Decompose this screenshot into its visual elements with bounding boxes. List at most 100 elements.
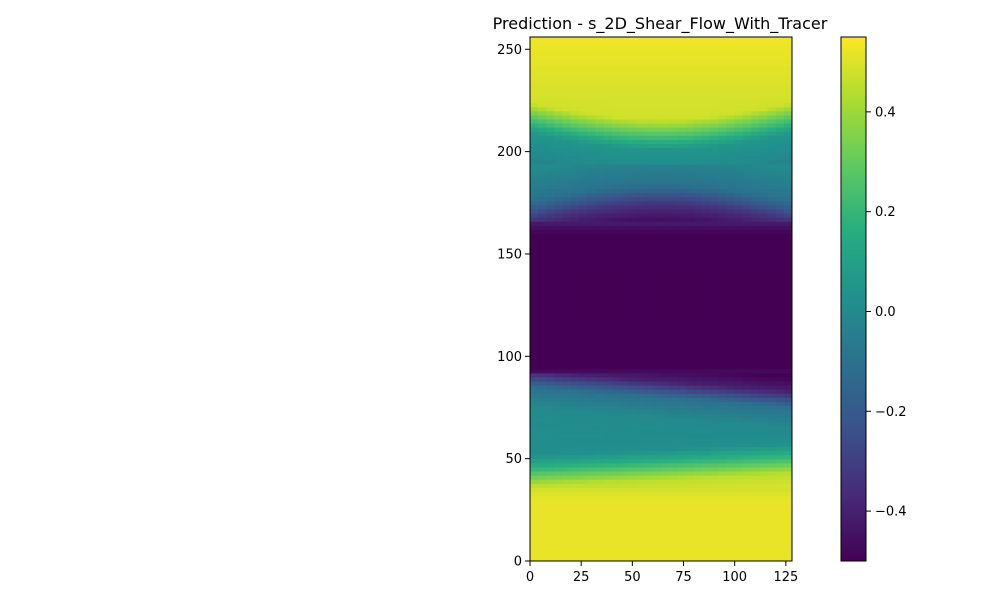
heatmap-cell <box>718 102 728 108</box>
heatmap-cell <box>562 176 572 181</box>
heatmap-cell <box>652 532 662 538</box>
heatmap-cell <box>718 487 728 493</box>
heatmap-cell <box>562 53 572 59</box>
heatmap-cell <box>628 237 638 243</box>
heatmap-cell <box>783 188 792 194</box>
heatmap-cell <box>628 286 638 292</box>
heatmap-cell <box>718 57 728 63</box>
heatmap-cell <box>685 122 695 128</box>
heatmap-cell <box>636 409 646 415</box>
heatmap-cell <box>644 225 654 231</box>
heatmap-cell <box>742 237 752 243</box>
heatmap-cell <box>546 82 556 87</box>
heatmap-cell <box>652 344 662 349</box>
heatmap-cell <box>661 352 670 357</box>
heatmap-cell <box>767 274 777 280</box>
heatmap-cell <box>546 106 556 112</box>
heatmap-cell <box>611 303 621 308</box>
heatmap-cell <box>783 237 792 243</box>
heatmap-cell <box>775 331 785 337</box>
heatmap-cell <box>530 270 539 276</box>
heatmap-cell <box>546 135 556 140</box>
heatmap-cell <box>546 331 556 337</box>
heatmap-cell <box>530 180 539 185</box>
heatmap-cell <box>538 495 547 501</box>
heatmap-cell <box>587 151 597 157</box>
heatmap-cell <box>636 106 646 112</box>
heatmap-cell <box>538 364 547 370</box>
heatmap-cell <box>677 57 687 63</box>
heatmap-cell <box>554 73 564 79</box>
heatmap-cell <box>734 315 744 321</box>
heatmap-cell <box>783 327 792 333</box>
heatmap-cell <box>579 127 588 132</box>
heatmap-cell <box>644 69 654 75</box>
heatmap-cell <box>669 356 678 362</box>
heatmap-cell <box>562 348 572 353</box>
heatmap-cell <box>710 466 719 472</box>
heatmap-cell <box>718 180 728 185</box>
heatmap-cell <box>628 335 638 341</box>
heatmap-cell <box>767 364 777 370</box>
heatmap-cell <box>652 327 662 333</box>
heatmap-cell <box>595 323 605 329</box>
heatmap-cell <box>734 131 744 136</box>
heatmap-cell <box>562 417 572 423</box>
heatmap-cell <box>570 348 580 353</box>
heatmap-cell <box>718 270 728 276</box>
heatmap-cell <box>669 515 678 521</box>
heatmap-cell <box>620 217 629 222</box>
heatmap-cell <box>611 503 621 509</box>
heatmap-cell <box>652 77 662 83</box>
heatmap-cell <box>570 421 580 427</box>
heatmap-cell <box>611 524 621 529</box>
heatmap-cell <box>595 303 605 308</box>
heatmap-cell <box>767 200 777 206</box>
heatmap-cell <box>726 53 736 59</box>
heatmap-cell <box>693 86 703 91</box>
heatmap-cell <box>718 61 728 67</box>
heatmap-cell <box>734 389 744 394</box>
heatmap-cell <box>783 270 792 276</box>
heatmap-cell <box>693 491 703 497</box>
heatmap-cell <box>628 446 638 452</box>
heatmap-cell <box>546 311 556 316</box>
heatmap-cell <box>636 41 646 46</box>
heatmap-cell <box>587 139 597 145</box>
heatmap-cell <box>652 450 662 456</box>
heatmap-cell <box>620 303 629 308</box>
heatmap-cell <box>570 213 580 218</box>
heatmap-cell <box>603 53 613 59</box>
heatmap-cell <box>562 180 572 185</box>
heatmap-cell <box>562 552 572 558</box>
heatmap-cell <box>620 495 629 501</box>
heatmap-cell <box>587 376 597 382</box>
heatmap-cell <box>554 139 564 145</box>
heatmap-cell <box>644 442 654 447</box>
heatmap-cell <box>701 430 711 435</box>
heatmap-cell <box>701 258 711 263</box>
heatmap-cell <box>751 41 760 46</box>
heatmap-cell <box>538 286 547 292</box>
heatmap-cell <box>562 307 572 312</box>
heatmap-cell <box>595 196 605 202</box>
heatmap-cell <box>677 82 687 87</box>
heatmap-cell <box>603 299 613 304</box>
heatmap-cell <box>636 69 646 75</box>
heatmap-cell <box>669 278 678 284</box>
heatmap-cell <box>685 221 695 226</box>
heatmap-cell <box>587 536 597 542</box>
heatmap-cell <box>693 213 703 218</box>
heatmap-cell <box>611 176 621 181</box>
heatmap-cell <box>644 176 654 181</box>
heatmap-cell <box>734 552 744 558</box>
heatmap-cell <box>677 184 687 190</box>
heatmap-cell <box>611 409 621 415</box>
heatmap-cell <box>693 409 703 415</box>
heatmap-cell <box>620 270 629 276</box>
heatmap-cell <box>742 262 752 267</box>
heatmap-cell <box>669 188 678 194</box>
heatmap-cell <box>669 139 678 145</box>
heatmap-cell <box>677 556 687 561</box>
heatmap-cell <box>783 544 792 550</box>
